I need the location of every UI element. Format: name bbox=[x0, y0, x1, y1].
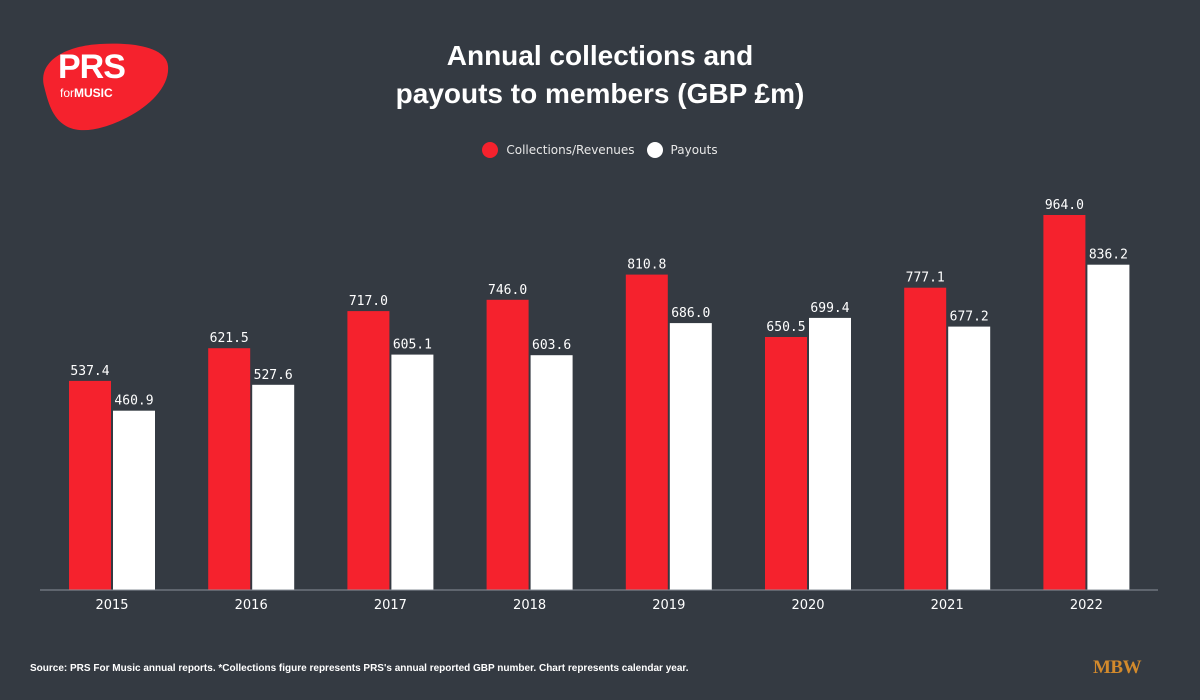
data-label-payouts-2018: 603.6 bbox=[532, 338, 571, 353]
chart-title: Annual collections and payouts to member… bbox=[300, 37, 900, 113]
data-label-collections-2021: 777.1 bbox=[906, 271, 945, 286]
data-label-payouts-2015: 460.9 bbox=[114, 394, 153, 409]
x-tick-label-2019: 2019 bbox=[652, 598, 685, 613]
data-label-payouts-2019: 686.0 bbox=[671, 306, 710, 321]
x-tick-label-2021: 2021 bbox=[931, 598, 964, 613]
data-label-payouts-2020: 699.4 bbox=[810, 301, 849, 316]
x-tick-label-2018: 2018 bbox=[513, 598, 546, 613]
logo-main-text: PRS bbox=[58, 48, 126, 86]
bar-collections-2017 bbox=[347, 311, 390, 590]
data-label-collections-2015: 537.4 bbox=[70, 364, 109, 379]
chart-title-line-2: payouts to members (GBP £m) bbox=[395, 78, 805, 109]
bar-payouts-2020 bbox=[809, 317, 851, 590]
data-label-collections-2020: 650.5 bbox=[766, 320, 805, 335]
data-label-collections-2018: 746.0 bbox=[488, 283, 527, 298]
data-label-collections-2016: 621.5 bbox=[210, 331, 249, 346]
logo-sub-text: forMUSIC bbox=[60, 86, 113, 100]
bar-collections-2019 bbox=[625, 274, 668, 590]
legend-swatch-payouts bbox=[646, 142, 663, 158]
data-label-payouts-2016: 527.6 bbox=[254, 368, 293, 383]
data-label-collections-2017: 717.0 bbox=[349, 294, 388, 309]
legend-label-collections: Collections/Revenues bbox=[506, 143, 635, 157]
x-axis-tick-labels: 2015 2016 2017 2018 2019 2020 2021 2022 bbox=[95, 598, 1102, 613]
bar-payouts-2018 bbox=[530, 355, 573, 590]
bar-payouts-2015 bbox=[113, 410, 155, 590]
bar-group: 537.4 460.9 621.5 527.6 717.0 605.1 746.0 603.6… bbox=[69, 198, 1130, 590]
chart-legend: Collections/Revenues Payouts bbox=[0, 142, 1200, 158]
chart-title-line-1: Annual collections and bbox=[446, 40, 754, 71]
data-label-collections-2019: 810.8 bbox=[627, 258, 666, 273]
mbw-logo: MBW bbox=[1093, 657, 1142, 678]
prs-logo: PRS forMUSIC bbox=[38, 40, 170, 132]
data-label-payouts-2022: 836.2 bbox=[1089, 248, 1128, 263]
bar-payouts-2021 bbox=[948, 326, 991, 590]
data-label-collections-2022: 964.0 bbox=[1045, 198, 1084, 213]
legend-item-collections: Collections/Revenues bbox=[482, 142, 635, 158]
x-tick-label-2016: 2016 bbox=[235, 598, 268, 613]
bar-collections-2021 bbox=[904, 287, 947, 590]
logo-sub-main: MUSIC bbox=[74, 86, 113, 100]
legend-swatch-collections bbox=[482, 142, 499, 158]
bar-collections-2020 bbox=[765, 337, 807, 590]
legend-item-payouts: Payouts bbox=[646, 142, 718, 158]
bar-collections-2022 bbox=[1043, 215, 1086, 590]
bar-payouts-2016 bbox=[252, 384, 295, 590]
data-label-payouts-2021: 677.2 bbox=[950, 310, 989, 325]
data-label-payouts-2017: 605.1 bbox=[393, 338, 432, 353]
legend-label-payouts: Payouts bbox=[670, 143, 718, 157]
logo-sub-prefix: for bbox=[60, 86, 75, 100]
bar-payouts-2017 bbox=[391, 354, 434, 590]
source-note: Source: PRS For Music annual reports. *C… bbox=[30, 663, 689, 674]
prs-logo-shape bbox=[43, 43, 169, 131]
x-tick-label-2017: 2017 bbox=[374, 598, 407, 613]
bar-collections-2018 bbox=[486, 299, 529, 590]
bar-collections-2015 bbox=[69, 380, 111, 590]
bar-payouts-2022 bbox=[1087, 264, 1130, 590]
x-tick-label-2022: 2022 bbox=[1070, 598, 1103, 613]
bar-collections-2016 bbox=[208, 348, 251, 590]
x-tick-label-2020: 2020 bbox=[791, 598, 824, 613]
x-tick-label-2015: 2015 bbox=[95, 598, 128, 613]
bar-payouts-2019 bbox=[669, 323, 712, 590]
